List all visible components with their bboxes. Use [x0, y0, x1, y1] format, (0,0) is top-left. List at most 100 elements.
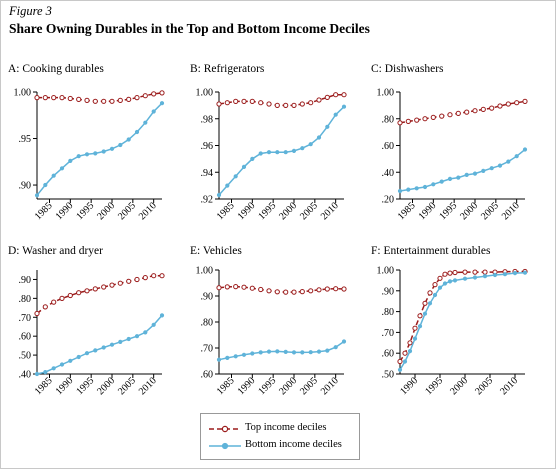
chart-title: F: Entertainment durables: [371, 245, 491, 257]
x-tick-label: 1985: [215, 375, 237, 397]
data-point-bottom: [34, 371, 40, 377]
x-tick-label: 2010: [137, 375, 159, 397]
chart-title: E: Vehicles: [190, 245, 242, 257]
y-tick-label: .96: [201, 141, 214, 152]
data-point-bottom: [308, 350, 313, 355]
data-point-top: [92, 98, 98, 104]
x-tick-label: 1995: [74, 200, 96, 222]
data-point-bottom: [325, 124, 330, 129]
data-point-bottom: [225, 183, 230, 188]
data-point-top: [266, 288, 272, 294]
data-point-top: [101, 284, 107, 290]
data-point-bottom: [216, 357, 222, 362]
data-point-bottom: [456, 175, 461, 180]
data-point-bottom: [414, 186, 419, 191]
data-point-top: [34, 95, 40, 101]
data-point-bottom: [159, 101, 165, 106]
data-point-bottom: [422, 311, 428, 316]
data-point-bottom: [514, 154, 519, 159]
data-point-bottom: [447, 176, 453, 181]
data-point-top: [299, 289, 305, 295]
chart-panel-1: A: Cooking durables .90 .95 1.00 19851990199…: [8, 63, 165, 222]
data-point-bottom: [492, 272, 498, 278]
data-point-bottom: [464, 172, 469, 177]
chart-title: C: Dishwashers: [371, 63, 444, 75]
data-point-top: [134, 95, 140, 101]
data-point-top: [455, 110, 461, 117]
data-point-bottom: [126, 336, 131, 342]
chart-title: A: Cooking durables: [8, 63, 104, 75]
series-line-bottom: [36, 102, 163, 196]
data-point-bottom: [143, 330, 148, 335]
data-point-top: [42, 304, 48, 310]
data-point-bottom: [397, 367, 403, 372]
legend-swatch-bottom: [209, 442, 241, 450]
data-point-bottom: [325, 348, 330, 353]
x-tick-label: 1990: [236, 375, 258, 397]
legend-label-top: Top income deciles: [245, 422, 327, 433]
data-point-bottom: [93, 348, 98, 353]
x-tick-label: 1990: [54, 375, 76, 397]
x-tick-label: 1990: [54, 200, 76, 222]
y-tick-label: .40: [19, 370, 32, 381]
chart-panel-2: B: Refrigerators .92 .94 .96 .98 1.00 19851990…: [190, 63, 347, 222]
series-line-bottom: [218, 106, 345, 196]
data-point-bottom: [76, 354, 81, 360]
data-point-top: [126, 278, 132, 284]
data-point-top: [84, 97, 90, 104]
y-tick-label: .90: [19, 181, 32, 192]
data-point-bottom: [250, 351, 255, 356]
data-point-bottom: [159, 313, 165, 318]
data-point-bottom: [51, 173, 56, 178]
x-tick-label: 2000: [95, 200, 117, 222]
x-tick-label: 1985: [396, 200, 418, 222]
chart-panel-6: F: Entertainment durables .50 .60 .70 .80 .90…: [371, 245, 528, 397]
data-point-top: [414, 117, 420, 123]
data-point-bottom: [233, 174, 238, 179]
data-point-top: [439, 113, 445, 119]
data-point-bottom: [437, 285, 443, 290]
data-point-top: [514, 100, 520, 106]
data-point-top: [117, 97, 123, 104]
y-tick-label: .50: [19, 351, 32, 362]
y-tick-label: 1.00: [14, 88, 32, 99]
data-point-bottom: [472, 275, 478, 280]
series-line-bottom: [399, 148, 526, 192]
data-point-top: [67, 95, 73, 102]
data-point-bottom: [397, 188, 403, 194]
data-point-bottom: [118, 339, 123, 345]
chart-title: B: Refrigerators: [190, 63, 265, 75]
data-point-bottom: [266, 150, 272, 155]
y-tick-label: .60: [201, 370, 214, 381]
data-point-top: [76, 96, 82, 103]
data-point-bottom: [101, 345, 106, 350]
data-point-bottom: [225, 355, 230, 361]
data-point-top: [283, 102, 289, 109]
data-point-top: [316, 97, 322, 103]
data-point-bottom: [93, 151, 98, 156]
y-tick-label: .94: [201, 168, 214, 179]
data-point-bottom: [275, 349, 280, 354]
data-point-bottom: [482, 274, 488, 279]
y-tick-label: .80: [19, 294, 32, 305]
data-point-top: [224, 284, 230, 290]
y-tick-label: .90: [19, 275, 32, 286]
data-point-bottom: [134, 129, 140, 135]
data-point-top: [422, 300, 428, 306]
x-tick-label: 1985: [215, 200, 237, 222]
data-point-bottom: [442, 281, 448, 286]
data-point-bottom: [406, 187, 411, 192]
figure-title: Share Owning Durables in the Top and Bot…: [9, 21, 370, 36]
data-point-top: [299, 101, 305, 107]
data-point-top: [324, 94, 330, 101]
data-point-bottom: [427, 301, 433, 306]
series-line-top: [36, 274, 162, 315]
x-tick-label: 2000: [458, 200, 480, 222]
data-point-bottom: [43, 182, 48, 188]
charts-canvas: A: Cooking durables.90.951.0019851990199…: [8, 63, 528, 397]
data-point-bottom: [59, 362, 65, 367]
data-point-top: [159, 273, 165, 279]
data-point-bottom: [481, 168, 486, 173]
data-point-bottom: [439, 179, 444, 184]
x-tick-label: 1995: [423, 375, 445, 397]
